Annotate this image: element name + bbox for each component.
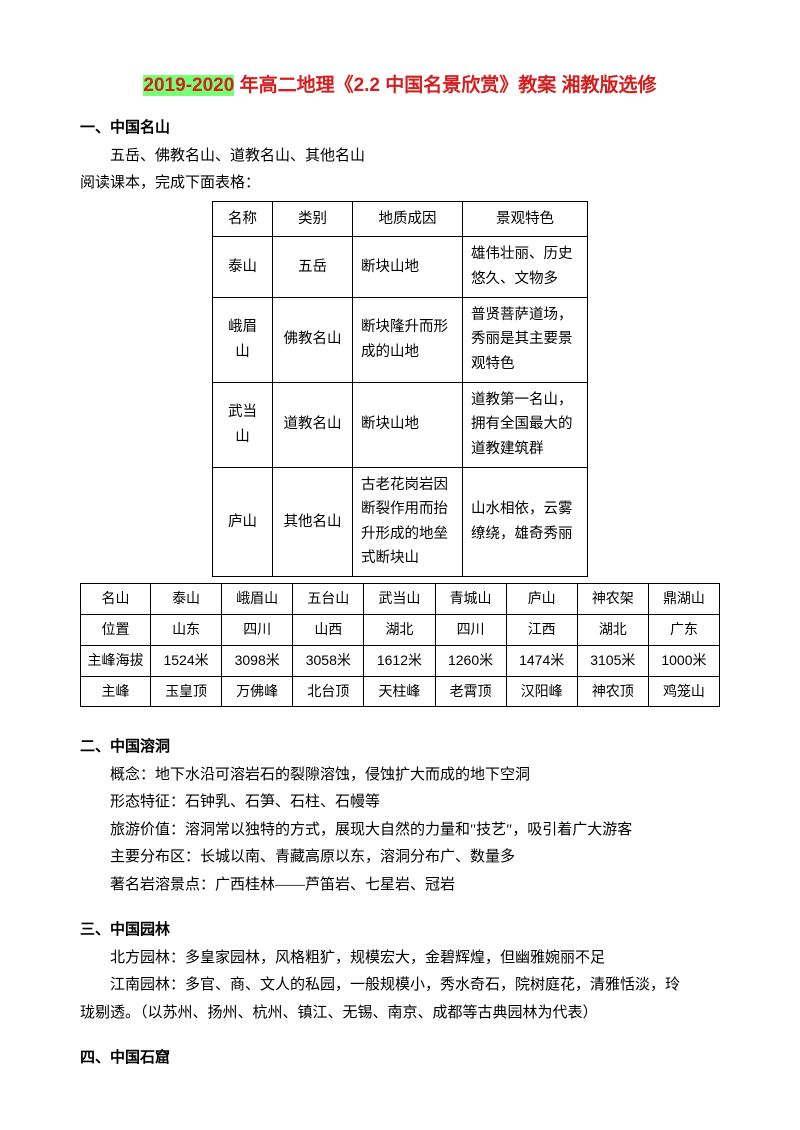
section-3-heading: 三、中国园林 bbox=[80, 918, 720, 944]
table-row: 位置 山东 四川 山西 湖北 四川 江西 湖北 广东 bbox=[81, 614, 720, 645]
table-cell: 老霄顶 bbox=[435, 676, 506, 707]
table-cell: 峨眉山 bbox=[222, 584, 293, 615]
table-cell: 庐山 bbox=[213, 467, 273, 577]
table-cell: 玉皇顶 bbox=[151, 676, 222, 707]
table-cell: 泰山 bbox=[213, 237, 273, 297]
table-cell: 武当山 bbox=[364, 584, 435, 615]
table-cell: 山水相依，云雾缭绕，雄奇秀丽 bbox=[463, 467, 588, 577]
table-row: 武当山 道教名山 断块山地 道教第一名山，拥有全国最大的道教建筑群 bbox=[213, 382, 588, 467]
section-1-line-2: 阅读课本，完成下面表格： bbox=[80, 171, 720, 197]
table-cell: 青城山 bbox=[435, 584, 506, 615]
table-cell: 四川 bbox=[222, 614, 293, 645]
table-row: 主峰 玉皇顶 万佛峰 北台顶 天柱峰 老霄顶 汉阳峰 神农顶 鸡笼山 bbox=[81, 676, 720, 707]
table-row: 名山 泰山 峨眉山 五台山 武当山 青城山 庐山 神农架 鼎湖山 bbox=[81, 584, 720, 615]
table-header-cell: 地质成因 bbox=[353, 201, 463, 237]
section-1-heading: 一、中国名山 bbox=[80, 116, 720, 142]
mountain-summary-table: 名山 泰山 峨眉山 五台山 武当山 青城山 庐山 神农架 鼎湖山 位置 山东 四… bbox=[80, 583, 720, 707]
table-cell: 天柱峰 bbox=[364, 676, 435, 707]
table-cell: 五台山 bbox=[293, 584, 364, 615]
section-2-heading: 二、中国溶洞 bbox=[80, 735, 720, 761]
section-3-line: 北方园林：多皇家园林，风格粗犷，规模宏大，金碧辉煌，但幽雅婉丽不足 bbox=[80, 946, 720, 972]
table-cell: 其他名山 bbox=[273, 467, 353, 577]
table-cell: 峨眉山 bbox=[213, 297, 273, 382]
section-4-heading: 四、中国石窟 bbox=[80, 1046, 720, 1072]
table-row: 主峰海拔 1524米 3098米 3058米 1612米 1260米 1474米… bbox=[81, 645, 720, 676]
table-cell: 主峰海拔 bbox=[81, 645, 151, 676]
table-cell: 3058米 bbox=[293, 645, 364, 676]
table-cell: 普贤菩萨道场，秀丽是其主要景观特色 bbox=[463, 297, 588, 382]
table-cell: 汉阳峰 bbox=[506, 676, 577, 707]
table-cell: 万佛峰 bbox=[222, 676, 293, 707]
table-cell: 湖北 bbox=[577, 614, 648, 645]
table-header-cell: 类别 bbox=[273, 201, 353, 237]
section-2-line: 主要分布区：长城以南、青藏高原以东，溶洞分布广、数量多 bbox=[80, 845, 720, 871]
table-cell: 泰山 bbox=[151, 584, 222, 615]
section-3-line: 珑剔透。（以苏州、扬州、杭州、镇江、无锡、南京、成都等古典园林为代表） bbox=[80, 1001, 720, 1027]
table-cell: 断块山地 bbox=[353, 382, 463, 467]
table-cell: 鼎湖山 bbox=[648, 584, 719, 615]
table-cell: 3105米 bbox=[577, 645, 648, 676]
table-cell: 道教第一名山，拥有全国最大的道教建筑群 bbox=[463, 382, 588, 467]
page-title: 2019-2020 年高二地理《2.2 中国名景欣赏》教案 湘教版选修 bbox=[80, 70, 720, 102]
table-cell: 古老花岗岩因断裂作用而抬升形成的地垒式断块山 bbox=[353, 467, 463, 577]
table-cell: 1474米 bbox=[506, 645, 577, 676]
table-cell: 雄伟壮丽、历史悠久、文物多 bbox=[463, 237, 588, 297]
table-cell: 佛教名山 bbox=[273, 297, 353, 382]
table-row: 峨眉山 佛教名山 断块隆升而形成的山地 普贤菩萨道场，秀丽是其主要景观特色 bbox=[213, 297, 588, 382]
table-cell: 山西 bbox=[293, 614, 364, 645]
table-cell: 广东 bbox=[648, 614, 719, 645]
table-cell: 四川 bbox=[435, 614, 506, 645]
table-cell: 五岳 bbox=[273, 237, 353, 297]
table-cell: 1612米 bbox=[364, 645, 435, 676]
table-cell: 鸡笼山 bbox=[648, 676, 719, 707]
section-3-line: 江南园林：多官、商、文人的私园，一般规模小，秀水奇石，院树庭花，清雅恬淡，玲 bbox=[80, 973, 720, 999]
section-2-line: 旅游价值：溶洞常以独特的方式，展现大自然的力量和"技艺"，吸引着广大游客 bbox=[80, 818, 720, 844]
section-2-line: 著名岩溶景点：广西桂林——芦笛岩、七星岩、冠岩 bbox=[80, 873, 720, 899]
title-main: 年高二地理《2.2 中国名景欣赏》教案 湘教版选修 bbox=[234, 75, 656, 96]
table-row: 名称 类别 地质成因 景观特色 bbox=[213, 201, 588, 237]
table-cell: 江西 bbox=[506, 614, 577, 645]
table-cell: 神农顶 bbox=[577, 676, 648, 707]
table-header-cell: 名称 bbox=[213, 201, 273, 237]
table-cell: 武当山 bbox=[213, 382, 273, 467]
title-highlight: 2019-2020 bbox=[143, 75, 234, 96]
table-cell: 名山 bbox=[81, 584, 151, 615]
table-cell: 3098米 bbox=[222, 645, 293, 676]
table-cell: 1260米 bbox=[435, 645, 506, 676]
table-cell: 湖北 bbox=[364, 614, 435, 645]
table-cell: 断块隆升而形成的山地 bbox=[353, 297, 463, 382]
table-cell: 道教名山 bbox=[273, 382, 353, 467]
table-row: 泰山 五岳 断块山地 雄伟壮丽、历史悠久、文物多 bbox=[213, 237, 588, 297]
section-2-line: 形态特征：石钟乳、石笋、石柱、石幔等 bbox=[80, 790, 720, 816]
table-cell: 北台顶 bbox=[293, 676, 364, 707]
section-1-line-1: 五岳、佛教名山、道教名山、其他名山 bbox=[80, 144, 720, 170]
table-cell: 断块山地 bbox=[353, 237, 463, 297]
table-cell: 位置 bbox=[81, 614, 151, 645]
table-cell: 主峰 bbox=[81, 676, 151, 707]
table-cell: 神农架 bbox=[577, 584, 648, 615]
section-2-line: 概念：地下水沿可溶岩石的裂隙溶蚀，侵蚀扩大而成的地下空洞 bbox=[80, 763, 720, 789]
table-cell: 1000米 bbox=[648, 645, 719, 676]
table-cell: 1524米 bbox=[151, 645, 222, 676]
table-cell: 庐山 bbox=[506, 584, 577, 615]
mountain-detail-table: 名称 类别 地质成因 景观特色 泰山 五岳 断块山地 雄伟壮丽、历史悠久、文物多… bbox=[212, 201, 588, 577]
table-row: 庐山 其他名山 古老花岗岩因断裂作用而抬升形成的地垒式断块山 山水相依，云雾缭绕… bbox=[213, 467, 588, 577]
table-cell: 山东 bbox=[151, 614, 222, 645]
table-header-cell: 景观特色 bbox=[463, 201, 588, 237]
